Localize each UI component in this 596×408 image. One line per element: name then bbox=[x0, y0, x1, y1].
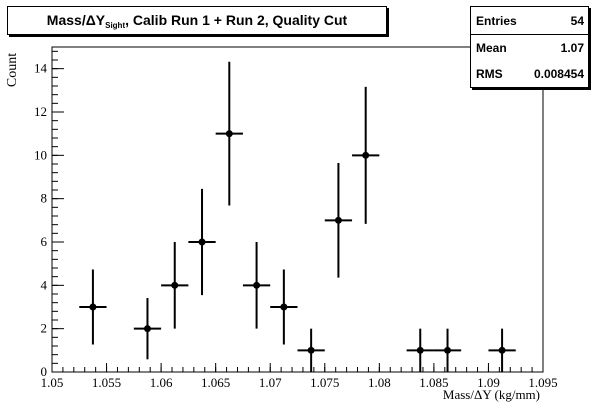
y-tick-label: 14 bbox=[34, 61, 48, 76]
data-marks bbox=[79, 61, 516, 372]
y-tick-label: 10 bbox=[34, 147, 47, 162]
data-point bbox=[188, 188, 216, 296]
x-tick-label: 1.085 bbox=[419, 375, 448, 390]
y-tick-label: 8 bbox=[41, 191, 48, 206]
rms-label: RMS bbox=[476, 67, 503, 81]
data-point bbox=[488, 328, 516, 372]
data-point bbox=[270, 269, 298, 345]
data-point bbox=[297, 328, 325, 372]
x-tick-label: 1.08 bbox=[368, 375, 391, 390]
x-tick-label: 1.05 bbox=[41, 375, 64, 390]
rms-value: 0.008454 bbox=[533, 67, 584, 81]
y-tick-label: 0 bbox=[41, 364, 48, 379]
data-point bbox=[242, 242, 271, 329]
point-marker bbox=[362, 151, 370, 159]
stats-mean-row: Mean 1.07 bbox=[471, 35, 588, 61]
data-point bbox=[324, 163, 353, 278]
point-marker bbox=[171, 281, 179, 289]
mean-label: Mean bbox=[476, 41, 507, 55]
stats-box: Entries 54 Mean 1.07 RMS 0.008454 bbox=[470, 6, 589, 88]
y-tick-label: 4 bbox=[41, 277, 48, 292]
point-marker bbox=[334, 216, 342, 224]
x-tick-label: 1.07 bbox=[259, 375, 282, 390]
axes: 1.05 1.055 1.06 1.065 1.07 1.075 1.08 1.085 1.09… bbox=[34, 50, 558, 390]
point-marker bbox=[444, 346, 452, 354]
x-tick-label: 1.065 bbox=[201, 375, 230, 390]
x-axis-label: Mass/ΔY (kg/mm) bbox=[442, 387, 540, 402]
stats-rms-row: RMS 0.008454 bbox=[471, 61, 588, 87]
y-tick-label: 12 bbox=[34, 104, 47, 119]
stats-entries-row: Entries 54 bbox=[471, 8, 588, 35]
x-tick-label: 1.095 bbox=[528, 375, 557, 390]
point-marker bbox=[89, 303, 97, 311]
x-tick-label: 1.09 bbox=[477, 375, 500, 390]
point-marker bbox=[198, 238, 206, 246]
y-tick-label: 6 bbox=[41, 234, 48, 249]
plot-frame bbox=[51, 46, 544, 373]
point-marker bbox=[498, 346, 506, 354]
data-point bbox=[161, 242, 189, 329]
data-point bbox=[79, 269, 107, 345]
point-marker bbox=[253, 281, 261, 289]
data-point bbox=[215, 61, 243, 206]
point-marker bbox=[416, 346, 424, 354]
entries-label: Entries bbox=[476, 14, 517, 28]
x-tick-label: 1.055 bbox=[92, 375, 121, 390]
point-marker bbox=[280, 303, 288, 311]
point-marker bbox=[307, 346, 315, 354]
data-point bbox=[433, 328, 462, 372]
title-suffix: , Calib Run 1 + Run 2, Quality Cut bbox=[125, 12, 348, 28]
point-marker bbox=[143, 325, 151, 333]
chart-title: Mass/ΔYSight, Calib Run 1 + Run 2, Quali… bbox=[7, 6, 387, 35]
y-axis-label: Count bbox=[5, 52, 20, 88]
title-prefix: Mass/ΔY bbox=[46, 12, 106, 28]
title-subscript: Sight bbox=[105, 21, 126, 30]
data-point bbox=[352, 86, 380, 224]
entries-value: 54 bbox=[570, 14, 584, 28]
point-marker bbox=[225, 130, 233, 138]
x-tick-label: 1.06 bbox=[150, 375, 173, 390]
x-tick-label: 1.075 bbox=[310, 375, 339, 390]
y-tick-label: 2 bbox=[41, 321, 48, 336]
data-point bbox=[133, 298, 162, 360]
mean-value: 1.07 bbox=[560, 41, 584, 55]
data-point bbox=[406, 328, 434, 372]
